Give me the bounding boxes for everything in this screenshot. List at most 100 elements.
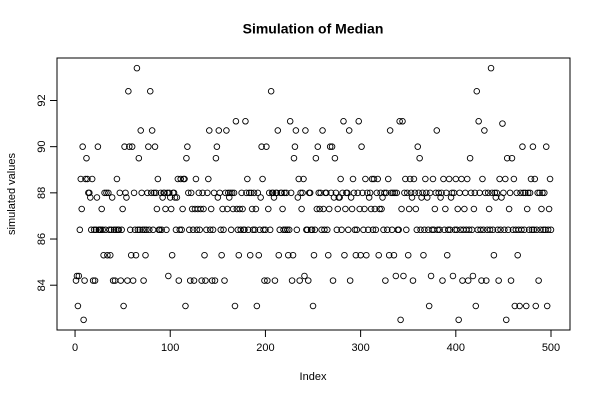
point [461, 205, 468, 213]
point [106, 226, 113, 234]
point [378, 205, 385, 213]
point [360, 226, 367, 234]
point [323, 189, 330, 197]
point [152, 189, 160, 197]
point [546, 175, 554, 183]
point [393, 189, 401, 197]
point [228, 189, 236, 197]
point [384, 226, 391, 234]
point [131, 226, 139, 234]
point [79, 143, 86, 150]
point [120, 302, 127, 310]
point [320, 205, 327, 213]
point [496, 175, 503, 183]
point [245, 189, 253, 197]
point [433, 127, 441, 134]
point [535, 277, 542, 284]
point [202, 277, 209, 284]
point [226, 194, 233, 201]
point [175, 277, 183, 284]
point [134, 226, 142, 234]
point [209, 226, 217, 234]
point [505, 205, 513, 213]
point [122, 189, 129, 197]
point [309, 302, 317, 310]
point [340, 118, 347, 125]
point [279, 205, 286, 213]
point [486, 226, 494, 234]
point [178, 226, 185, 234]
point [508, 154, 516, 162]
point [449, 272, 457, 280]
point [271, 277, 279, 284]
point [244, 175, 251, 183]
point [470, 205, 478, 213]
point [300, 175, 307, 183]
point [337, 175, 344, 183]
point [316, 205, 323, 213]
point [150, 189, 158, 197]
point [424, 194, 431, 201]
point [78, 205, 85, 213]
point [115, 226, 123, 234]
point [196, 226, 203, 234]
point [375, 251, 382, 259]
point [540, 226, 547, 234]
point [372, 226, 380, 234]
point [170, 189, 178, 197]
point [532, 302, 540, 310]
point [113, 175, 121, 183]
point [281, 189, 288, 197]
point [252, 205, 260, 213]
point [220, 226, 227, 234]
point [359, 189, 366, 197]
point [116, 189, 124, 197]
point [408, 194, 416, 201]
point [386, 127, 394, 134]
point [356, 205, 363, 213]
point [167, 205, 175, 213]
point [264, 277, 271, 284]
point [290, 154, 298, 162]
point [100, 251, 107, 259]
point [327, 189, 335, 197]
point [425, 302, 433, 310]
point [206, 226, 214, 234]
point [525, 226, 533, 234]
point [286, 118, 294, 125]
point [93, 194, 101, 201]
point [402, 175, 409, 183]
point [166, 189, 173, 197]
point [253, 302, 261, 310]
point [467, 189, 475, 197]
point [198, 277, 205, 284]
point [81, 277, 88, 284]
point [421, 226, 428, 234]
point [503, 316, 510, 324]
point [73, 272, 81, 280]
point [84, 175, 91, 183]
point [334, 205, 342, 213]
point [206, 127, 213, 134]
point [534, 189, 541, 197]
point [480, 226, 487, 234]
point [439, 277, 446, 284]
point [469, 272, 477, 280]
point [499, 120, 506, 127]
point [315, 189, 322, 197]
point [208, 277, 216, 284]
point [258, 143, 265, 150]
point [344, 189, 351, 197]
point [265, 189, 273, 197]
point [364, 226, 372, 234]
point [156, 226, 164, 234]
point [137, 127, 144, 134]
point [101, 189, 108, 197]
point [182, 302, 189, 310]
point [254, 189, 262, 197]
point [454, 205, 461, 213]
point [186, 277, 194, 284]
point [163, 226, 170, 234]
point [173, 194, 181, 201]
point [319, 127, 326, 134]
